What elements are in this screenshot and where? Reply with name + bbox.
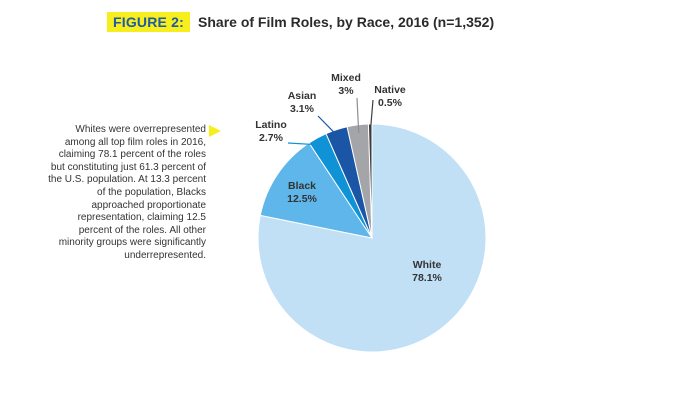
figure-title-row: FIGURE 2: Share of Film Roles, by Race, …	[107, 12, 494, 32]
pointer-triangle-icon	[209, 125, 221, 137]
slice-label-latino: Latino	[255, 119, 287, 131]
leader-line-asian	[317, 115, 340, 138]
slice-value-black: 12.5%	[287, 193, 317, 205]
slice-label-native: Native	[374, 84, 406, 96]
leader-line-mixed	[356, 97, 360, 133]
chart-annotation-text: Whites were overrepresented among all to…	[48, 124, 206, 261]
slice-value-asian: 3.1%	[290, 103, 315, 115]
slice-label-black: Black	[288, 180, 316, 192]
slice-value-native: 0.5%	[378, 97, 403, 109]
slice-label-mixed: Mixed	[331, 72, 361, 84]
pie-slice-black	[259, 142, 374, 239]
figure-title: Share of Film Roles, by Race, 2016 (n=1,…	[198, 14, 495, 30]
pie-slice-native	[367, 123, 373, 239]
slice-value-white: 78.1%	[412, 272, 442, 284]
leader-line-native	[369, 99, 374, 133]
slice-label-asian: Asian	[288, 90, 317, 102]
slice-value-mixed: 3%	[338, 85, 354, 97]
slice-value-latino: 2.7%	[259, 132, 284, 144]
slice-label-white: White	[413, 259, 442, 271]
leader-line-latino	[287, 142, 322, 146]
figure-label: FIGURE 2:	[107, 12, 191, 32]
